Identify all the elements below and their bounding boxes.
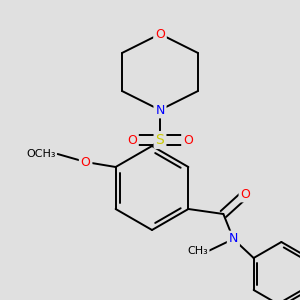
Text: OCH₃: OCH₃ xyxy=(26,149,56,159)
Text: N: N xyxy=(155,103,165,116)
Text: CH₃: CH₃ xyxy=(188,246,208,256)
Text: O: O xyxy=(155,28,165,40)
Text: O: O xyxy=(81,155,91,169)
Text: N: N xyxy=(229,232,238,245)
Text: O: O xyxy=(127,134,137,146)
Text: S: S xyxy=(156,133,164,147)
Text: O: O xyxy=(240,188,250,200)
Text: O: O xyxy=(183,134,193,146)
